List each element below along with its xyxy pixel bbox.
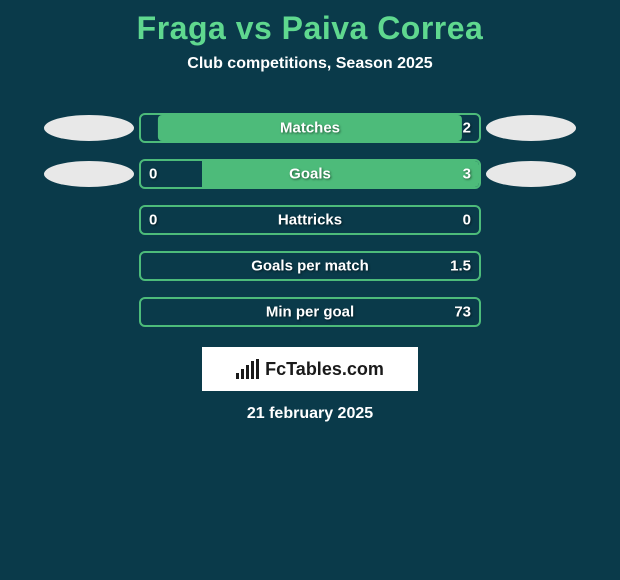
date-label: 21 february 2025: [0, 405, 620, 423]
bar-label: Hattricks: [278, 212, 342, 229]
stat-row-goals-per-match: Goals per match 1.5: [0, 251, 620, 281]
row-spacer: [39, 251, 139, 281]
bar-right-value: 3: [463, 166, 471, 183]
bar-label: Goals: [289, 166, 331, 183]
bar-left-value: 0: [149, 166, 157, 183]
brand-text: FcTables.com: [265, 359, 384, 380]
bar-label: Min per goal: [266, 304, 354, 321]
player-right-avatar: [481, 159, 581, 189]
bar-right-value: 1.5: [450, 258, 471, 275]
avatar-placeholder-icon: [486, 161, 576, 187]
brand-logo: FcTables.com: [236, 359, 384, 380]
stat-row-min-per-goal: Min per goal 73: [0, 297, 620, 327]
row-spacer: [39, 297, 139, 327]
player-left-avatar: [39, 159, 139, 189]
stat-row-goals: 0 Goals 3: [0, 159, 620, 189]
bar-track: Goals per match 1.5: [139, 251, 481, 281]
player-left-avatar: [39, 113, 139, 143]
bar-right-value: 2: [463, 120, 471, 137]
bar-fill: [202, 161, 479, 187]
row-spacer: [39, 205, 139, 235]
bar-track: Matches 2: [139, 113, 481, 143]
avatar-placeholder-icon: [486, 115, 576, 141]
row-spacer: [481, 297, 581, 327]
subtitle: Club competitions, Season 2025: [0, 55, 620, 73]
stat-row-hattricks: 0 Hattricks 0: [0, 205, 620, 235]
row-spacer: [481, 251, 581, 281]
brand-chart-icon: [236, 359, 259, 379]
stat-row-matches: Matches 2: [0, 113, 620, 143]
bar-track: Min per goal 73: [139, 297, 481, 327]
bar-track: 0 Hattricks 0: [139, 205, 481, 235]
bar-track: 0 Goals 3: [139, 159, 481, 189]
comparison-widget: Fraga vs Paiva Correa Club competitions,…: [0, 0, 620, 423]
row-spacer: [481, 205, 581, 235]
bar-left-value: 0: [149, 212, 157, 229]
bar-label: Goals per match: [251, 258, 369, 275]
bar-right-value: 73: [454, 304, 471, 321]
avatar-placeholder-icon: [44, 115, 134, 141]
player-right-avatar: [481, 113, 581, 143]
bar-label: Matches: [280, 120, 340, 137]
brand-link[interactable]: FcTables.com: [202, 347, 418, 391]
avatar-placeholder-icon: [44, 161, 134, 187]
page-title: Fraga vs Paiva Correa: [0, 10, 620, 47]
bar-right-value: 0: [463, 212, 471, 229]
